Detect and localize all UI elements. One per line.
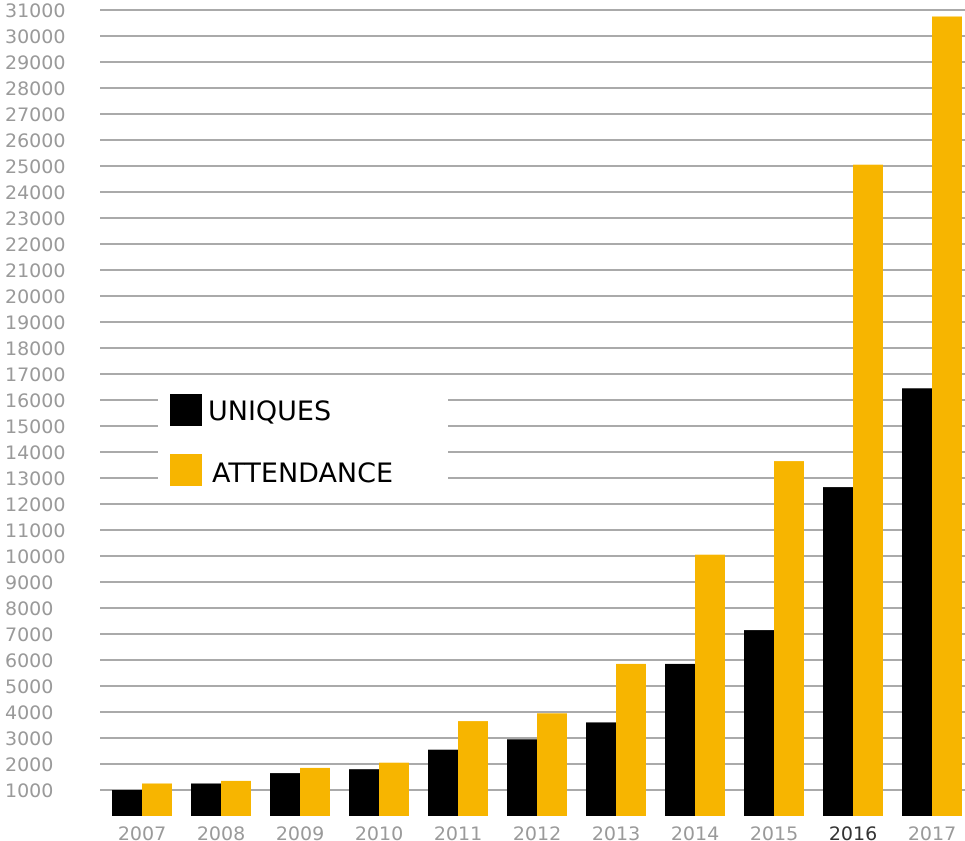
bar-uniques-2009: [270, 773, 300, 816]
bar-uniques-2017: [902, 388, 932, 816]
y-tick-label: 21000: [5, 260, 65, 282]
x-tick-label: 2011: [434, 823, 482, 841]
x-tick-label: 2016: [829, 823, 877, 841]
bar-uniques-2016: [823, 487, 853, 816]
y-tick-label: 31000: [5, 0, 65, 22]
bar-attendance-2009: [300, 767, 330, 816]
bar-uniques-2010: [349, 769, 379, 816]
y-tick-label: 4000: [5, 702, 53, 724]
y-tick-label: 9000: [5, 572, 53, 594]
y-tick-label: 12000: [5, 494, 65, 516]
x-tick-label: 2013: [592, 823, 640, 841]
y-tick-label: 17000: [5, 364, 65, 386]
y-tick-label: 23000: [5, 208, 65, 230]
bar-attendance-2016: [853, 164, 883, 816]
bar-attendance-2015: [774, 461, 804, 816]
y-axis-ticks: 1000 2000 3000 4000 5000 6000 7000 8000 9000 1000…: [5, 0, 65, 802]
y-tick-label: 28000: [5, 78, 65, 100]
bars: [112, 16, 962, 816]
bar-uniques-2012: [507, 739, 537, 816]
x-tick-label: 2008: [197, 823, 245, 841]
bar-attendance-2008: [221, 780, 251, 816]
gridlines: [100, 9, 965, 791]
x-tick-label: 2017: [908, 823, 956, 841]
legend-swatch-attendance: [170, 454, 202, 486]
y-tick-label: 22000: [5, 234, 65, 256]
y-tick-label: 27000: [5, 104, 65, 126]
y-tick-label: 10000: [5, 546, 65, 568]
bar-uniques-2007: [112, 790, 142, 816]
bar-attendance-2014: [695, 554, 725, 816]
y-tick-label: 18000: [5, 338, 65, 360]
y-tick-label: 19000: [5, 312, 65, 334]
y-tick-label: 15000: [5, 416, 65, 438]
y-tick-label: 13000: [5, 468, 65, 490]
y-tick-label: 11000: [5, 520, 65, 542]
legend-background: [158, 375, 448, 500]
bar-attendance-2013: [616, 663, 646, 816]
y-tick-label: 20000: [5, 286, 65, 308]
x-tick-label: 2015: [750, 823, 798, 841]
bar-attendance-2011: [458, 721, 488, 816]
bar-uniques-2015: [744, 630, 774, 816]
legend-label-attendance: ATTENDANCE: [212, 458, 393, 489]
y-tick-label: 26000: [5, 130, 65, 152]
bar-uniques-2008: [191, 783, 221, 816]
legend-label-uniques: UNIQUES: [208, 396, 331, 427]
bar-attendance-2007: [142, 783, 172, 816]
y-tick-label: 6000: [5, 650, 53, 672]
y-tick-label: 1000: [5, 780, 53, 802]
bar-attendance-2012: [537, 713, 567, 816]
bar-uniques-2014: [665, 663, 695, 816]
x-tick-label: 2010: [355, 823, 403, 841]
y-tick-label: 29000: [5, 52, 65, 74]
y-tick-label: 5000: [5, 676, 53, 698]
y-tick-label: 30000: [5, 26, 65, 48]
y-tick-label: 16000: [5, 390, 65, 412]
y-tick-label: 8000: [5, 598, 53, 620]
bar-attendance-2017: [932, 16, 962, 816]
y-tick-label: 25000: [5, 156, 65, 178]
bar-attendance-2010: [379, 762, 409, 816]
x-tick-label: 2012: [513, 823, 561, 841]
y-tick-label: 3000: [5, 728, 53, 750]
bar-uniques-2011: [428, 749, 458, 816]
y-tick-label: 2000: [5, 754, 53, 776]
y-tick-label: 24000: [5, 182, 65, 204]
x-tick-label: 2009: [276, 823, 324, 841]
y-tick-label: 14000: [5, 442, 65, 464]
legend: UNIQUES ATTENDANCE: [158, 375, 448, 500]
x-axis-ticks: 2007 2008 2009 2010 2011 2012 2013 2014 2015 2016…: [118, 823, 956, 841]
x-tick-label: 2007: [118, 823, 166, 841]
bar-uniques-2013: [586, 722, 616, 816]
legend-swatch-uniques: [170, 394, 202, 426]
x-tick-label: 2014: [671, 823, 719, 841]
y-tick-label: 7000: [5, 624, 53, 646]
